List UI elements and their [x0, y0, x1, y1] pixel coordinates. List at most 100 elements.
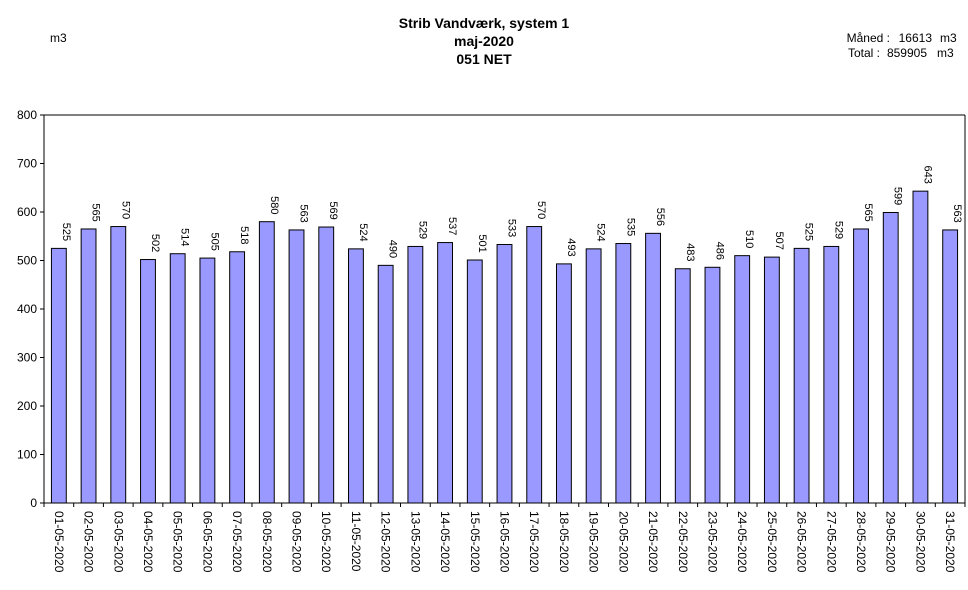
x-tick-label: 31-05-2020	[943, 511, 957, 573]
bar	[169, 253, 186, 504]
bar-value-label: 580	[268, 196, 280, 214]
x-tick-label: 27-05-2020	[824, 511, 838, 573]
y-tick-label: 800	[17, 108, 37, 122]
x-tick-label: 26-05-2020	[795, 511, 809, 573]
bar-value-label: 569	[327, 201, 339, 219]
x-tick-label: 30-05-2020	[913, 511, 927, 573]
bar-value-label: 501	[476, 234, 488, 252]
bar	[348, 248, 364, 504]
x-tick-label: 14-05-2020	[438, 511, 452, 573]
bar-value-label: 486	[713, 242, 725, 260]
x-tick-label: 03-05-2020	[111, 511, 125, 573]
x-tick-label: 04-05-2020	[141, 511, 155, 573]
chart-title: Strib Vandværk, system 1	[399, 15, 570, 31]
bar-series	[50, 190, 959, 504]
bar-value-label: 525	[60, 223, 72, 241]
bar	[555, 263, 572, 504]
y-tick-label: 500	[17, 254, 37, 268]
bar	[140, 259, 156, 504]
x-tick-label: 12-05-2020	[379, 511, 393, 573]
bar-value-label: 533	[506, 219, 518, 237]
y-tick-label: 300	[17, 351, 37, 365]
x-tick-label: 05-05-2020	[171, 511, 185, 573]
bar	[229, 251, 246, 504]
bar	[199, 257, 216, 504]
bar	[645, 232, 661, 504]
bar	[526, 226, 543, 504]
bar-value-label: 493	[565, 238, 577, 256]
month-unit: m3	[940, 31, 957, 45]
bar-value-label: 518	[238, 226, 250, 244]
bar-value-label: 599	[892, 187, 904, 205]
y-axis: 0 100 200 300 400 500 600 700 800	[17, 108, 44, 510]
bar	[585, 248, 602, 504]
bar	[318, 226, 335, 504]
x-tick-label: 24-05-2020	[735, 511, 749, 573]
x-tick-label: 08-05-2020	[260, 511, 274, 573]
bar-value-label: 529	[832, 221, 844, 239]
bar	[793, 247, 810, 504]
x-tick-label: 15-05-2020	[468, 511, 482, 573]
x-tick-label: 18-05-2020	[557, 511, 571, 573]
x-tick-label: 07-05-2020	[230, 511, 244, 573]
bar-value-label: 565	[90, 203, 102, 221]
y-tick-label: 200	[17, 399, 37, 413]
bar-value-label: 556	[654, 208, 666, 226]
x-tick-label: 20-05-2020	[616, 511, 630, 573]
x-tick-label: 02-05-2020	[82, 511, 96, 573]
x-tick-label: 16-05-2020	[498, 511, 512, 573]
y-tick-label: 100	[17, 448, 37, 462]
bar-value-label: 502	[149, 234, 161, 252]
bar-value-label: 505	[208, 232, 220, 250]
total-label: Total :	[848, 46, 880, 60]
x-tick-label: 11-05-2020	[349, 511, 363, 572]
bar-value-label: 537	[446, 217, 458, 235]
x-tick-label: 25-05-2020	[765, 511, 779, 573]
x-tick-label: 29-05-2020	[884, 511, 898, 573]
bar	[763, 256, 780, 504]
value-labels: 525 565 570 502 514 505 518 580 563 569 524 490 529 5…	[60, 166, 963, 262]
bar-value-label: 525	[803, 223, 815, 241]
bar	[288, 229, 305, 504]
bar-value-label: 529	[416, 221, 428, 239]
summary-block: Måned : 16613 m3 Total : 859905 m3	[847, 31, 957, 60]
bar	[466, 259, 483, 504]
x-tick-label: 21-05-2020	[646, 511, 660, 573]
bar-value-label: 563	[298, 204, 310, 222]
bar	[407, 245, 424, 504]
bar	[80, 228, 97, 504]
x-tick-label: 10-05-2020	[319, 511, 333, 573]
y-axis-unit-label: m3	[50, 31, 67, 45]
bar-value-label: 524	[357, 223, 369, 241]
bar	[734, 255, 751, 504]
total-unit: m3	[937, 46, 954, 60]
bar-value-label: 570	[119, 201, 131, 219]
bar	[377, 264, 394, 504]
bar-value-label: 514	[179, 228, 191, 246]
x-tick-label: 22-05-2020	[676, 511, 690, 573]
bar-value-label: 563	[951, 204, 963, 222]
bar	[674, 268, 691, 504]
total-value: 859905	[887, 46, 927, 60]
y-tick-label: 400	[17, 302, 37, 316]
bar	[912, 190, 929, 504]
x-tick-label: 23-05-2020	[705, 511, 719, 573]
bar	[50, 247, 67, 504]
x-tick-label: 28-05-2020	[854, 511, 868, 573]
month-value: 16613	[899, 31, 933, 45]
bar	[704, 266, 721, 504]
bar-value-label: 507	[773, 232, 785, 250]
month-label: Måned :	[847, 31, 890, 45]
bar-value-label: 510	[743, 230, 755, 248]
bar	[258, 221, 275, 504]
x-tick-label: 09-05-2020	[290, 511, 304, 573]
x-tick-label: 13-05-2020	[408, 511, 422, 573]
x-tick-label: 06-05-2020	[200, 511, 214, 573]
bar-value-label: 570	[535, 201, 547, 219]
y-tick-label: 700	[17, 157, 37, 171]
bar-value-label: 524	[595, 223, 607, 241]
y-tick-label: 600	[17, 205, 37, 219]
bar-value-label: 535	[624, 218, 636, 236]
bar	[110, 226, 127, 504]
